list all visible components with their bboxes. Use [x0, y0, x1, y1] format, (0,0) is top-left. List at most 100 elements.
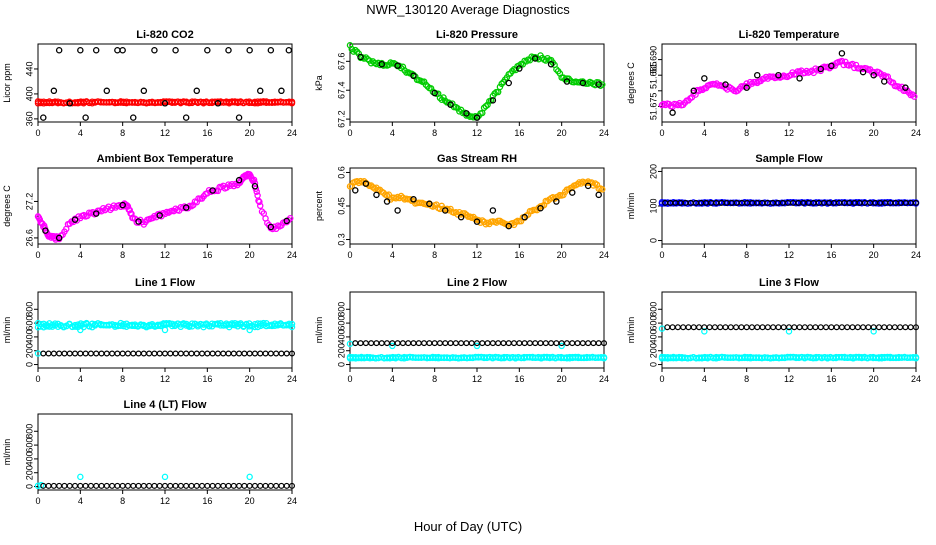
data-point: [82, 350, 89, 357]
data-point: [574, 180, 581, 188]
x-tick-label: 4: [702, 250, 707, 260]
data-point: [82, 482, 89, 489]
data-point: [278, 482, 285, 489]
data-point: [167, 482, 174, 489]
x-tick-label: 8: [120, 128, 125, 138]
data-point: [579, 79, 587, 87]
data-point: [722, 324, 729, 331]
data-point: [812, 324, 819, 331]
x-tick-label: 12: [472, 250, 482, 260]
data-point: [706, 324, 713, 331]
data-point: [246, 350, 253, 357]
x-tick-label: 4: [390, 250, 395, 260]
data-point: [230, 482, 237, 489]
data-point: [859, 68, 867, 76]
x-tick-label: 8: [432, 374, 437, 384]
data-point: [253, 188, 260, 195]
data-point: [743, 324, 750, 331]
chart-ylabel: degrees C: [626, 62, 636, 104]
data-point: [764, 324, 771, 331]
data-point: [775, 324, 782, 331]
data-point: [66, 482, 73, 489]
data-point: [156, 350, 163, 357]
series-3: [40, 350, 296, 357]
data-point: [532, 340, 539, 347]
x-tick-label: 8: [744, 374, 749, 384]
chart-title: Line 3 Flow: [759, 277, 819, 289]
data-point: [394, 340, 401, 347]
data-point: [204, 350, 211, 357]
y-tick-label: 67.6: [336, 53, 346, 71]
data-point: [60, 99, 67, 107]
data-point: [246, 46, 253, 54]
data-point: [140, 482, 147, 489]
data-point: [97, 320, 105, 328]
data-point: [473, 218, 481, 225]
data-point: [183, 350, 190, 357]
data-point: [738, 324, 745, 331]
data-point: [521, 340, 528, 347]
y-tick-label: 100: [648, 198, 658, 213]
series-2: [352, 180, 602, 230]
data-point: [55, 46, 63, 54]
data-point: [658, 325, 666, 332]
data-point: [590, 340, 597, 347]
data-point: [600, 340, 607, 347]
data-point: [473, 342, 481, 350]
data-point: [60, 323, 67, 330]
x-tick-label: 0: [659, 250, 664, 260]
y-tick-label: 600: [24, 438, 34, 453]
x-tick-label: 0: [347, 250, 352, 260]
data-point: [135, 350, 142, 357]
data-point: [373, 191, 380, 199]
data-point: [597, 353, 605, 361]
data-point: [426, 340, 433, 347]
x-tick-label: 12: [160, 250, 170, 260]
y-tick-label: 200: [24, 343, 34, 358]
chart-ylabel: ml/min: [2, 439, 12, 466]
x-tick-label: 24: [599, 128, 609, 138]
data-point: [754, 324, 761, 331]
data-point: [383, 198, 391, 205]
data-point: [124, 482, 131, 489]
data-point: [172, 350, 179, 357]
data-point: [828, 62, 835, 70]
data-point: [214, 350, 221, 357]
data-point: [362, 180, 370, 187]
data-point: [870, 328, 877, 335]
data-point: [909, 199, 917, 206]
data-point: [119, 482, 126, 489]
data-point: [114, 482, 121, 489]
data-point: [162, 482, 169, 489]
data-point: [225, 482, 232, 489]
x-tick-label: 20: [245, 496, 255, 506]
data-point: [72, 350, 79, 357]
chart-panel-3: Li-820 Temperature degrees C 0 4 8 12 16 20 24 51…: [626, 29, 921, 138]
data-point: [235, 114, 243, 121]
data-point: [696, 324, 703, 331]
data-point: [362, 340, 369, 347]
data-point: [426, 200, 433, 208]
data-point: [912, 199, 919, 206]
y-tick-label: 800: [24, 424, 34, 439]
data-point: [509, 67, 516, 75]
data-point: [225, 46, 232, 54]
data-point: [77, 46, 84, 54]
y-tick-label: 67.4: [336, 81, 346, 99]
x-tick-label: 0: [35, 496, 40, 506]
data-point: [71, 216, 79, 223]
data-point: [489, 340, 496, 347]
data-point: [66, 100, 74, 107]
data-point: [584, 182, 592, 190]
data-point: [262, 482, 269, 489]
data-point: [553, 340, 560, 347]
data-point: [182, 114, 190, 121]
x-tick-label: 4: [390, 374, 395, 384]
x-tick-label: 16: [202, 496, 212, 506]
data-point: [796, 324, 803, 331]
chart-title: Line 4 (LT) Flow: [124, 399, 207, 411]
x-tick-label: 4: [78, 250, 83, 260]
data-point: [209, 187, 216, 194]
data-point: [236, 482, 243, 489]
data-point: [523, 58, 530, 65]
